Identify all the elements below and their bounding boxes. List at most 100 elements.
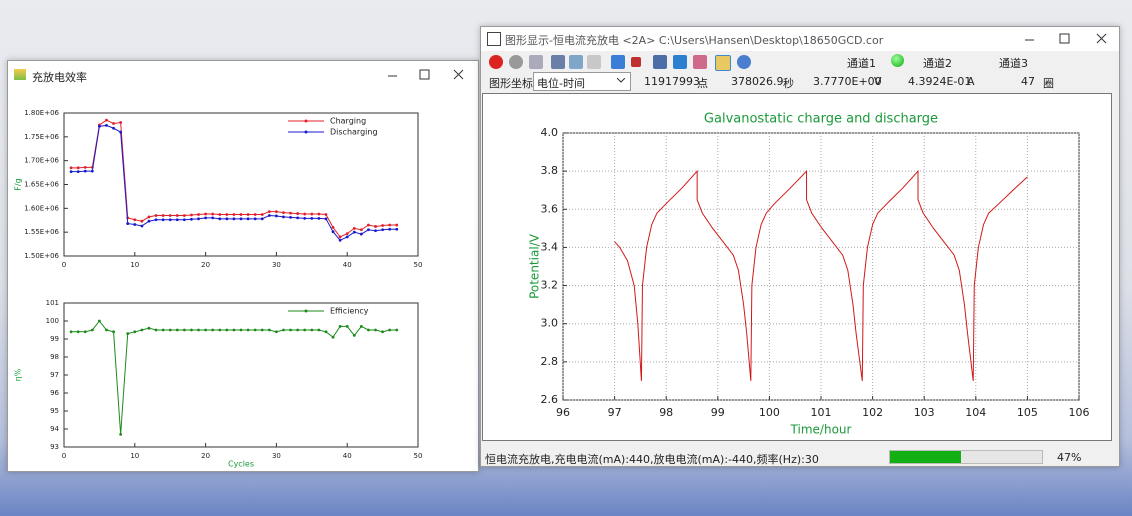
point-marker	[98, 319, 101, 323]
cycles-value: 47	[1021, 75, 1035, 88]
x-tick-label: 10	[130, 452, 139, 460]
tool-button[interactable]	[569, 55, 583, 69]
x-tick-label: 20	[201, 452, 210, 460]
point-marker	[225, 328, 229, 332]
point-marker	[161, 214, 165, 217]
point-marker	[112, 126, 115, 130]
points-unit: 点	[697, 77, 708, 90]
point-marker	[154, 214, 158, 217]
status-text: 恒电流充放电,充电电流(mA):440,放电电流(mA):-440,频率(Hz)…	[485, 453, 819, 466]
point-marker	[119, 130, 123, 134]
tool-button[interactable]	[673, 55, 687, 69]
point-marker	[83, 169, 87, 173]
point-marker	[161, 328, 165, 332]
point-marker	[175, 218, 179, 222]
plot-frame	[63, 302, 419, 448]
tool-button[interactable]	[551, 55, 565, 69]
point-marker	[253, 217, 257, 221]
point-marker	[197, 213, 200, 216]
data-line	[71, 320, 397, 435]
point-marker	[296, 216, 300, 220]
cursor-button[interactable]	[631, 57, 641, 67]
mode-dropdown[interactable]	[533, 72, 631, 91]
window-icon	[487, 32, 501, 46]
legend-label: Charging	[330, 117, 366, 126]
point-marker	[83, 165, 87, 169]
y-tick-label: 100	[46, 317, 59, 325]
point-marker	[168, 328, 172, 332]
progress-label: 47%	[1057, 451, 1082, 464]
help-button[interactable]	[737, 55, 751, 69]
point-marker	[140, 328, 144, 332]
point-marker	[296, 328, 300, 332]
voltage-unit: V	[874, 75, 882, 88]
x-tick-label: 103	[914, 406, 935, 419]
point-marker	[90, 169, 94, 173]
y-tick-label: 3.6	[541, 202, 559, 215]
point-marker	[267, 328, 271, 332]
point-marker	[275, 214, 278, 218]
y-tick-label: 2.8	[541, 355, 559, 368]
x-tick-label: 0	[62, 261, 66, 269]
progress-fill	[890, 451, 962, 463]
point-marker	[246, 328, 250, 332]
point-marker	[154, 328, 158, 332]
y-tick-label: 1.65E+06	[24, 181, 59, 189]
point-marker	[112, 330, 115, 334]
point-marker	[182, 328, 186, 332]
mode-value[interactable]: 电位-时间	[537, 77, 585, 90]
point-marker	[69, 166, 73, 170]
point-marker	[140, 224, 144, 228]
point-marker	[310, 328, 314, 332]
point-marker	[395, 223, 399, 227]
point-marker	[324, 330, 328, 334]
time-value: 378026.9	[731, 75, 784, 88]
window-controls[interactable]	[378, 67, 478, 83]
point-marker	[232, 213, 236, 216]
point-marker	[345, 232, 349, 235]
y-tick-label: 98	[50, 353, 59, 361]
stop-button[interactable]	[489, 55, 503, 69]
y-tick-label: 95	[50, 407, 59, 415]
point-marker	[282, 328, 285, 332]
point-marker	[239, 213, 243, 216]
tool-button[interactable]	[587, 55, 601, 69]
point-marker	[331, 226, 335, 229]
x-tick-label: 100	[759, 406, 780, 419]
point-marker	[359, 232, 363, 236]
point-marker	[225, 217, 229, 221]
tool-button[interactable]	[693, 55, 707, 69]
point-marker	[190, 328, 193, 332]
dropdown-arrow	[617, 78, 625, 83]
window-title: 图形显示-恒电流充放电 <2A> C:\Users\Hansen\Desktop…	[505, 34, 884, 47]
point-marker	[232, 217, 236, 221]
point-marker	[303, 212, 307, 216]
y-axis-label: Potential/V	[528, 233, 542, 299]
y-tick-label: 101	[46, 299, 59, 307]
point-marker	[303, 328, 307, 332]
y-tick-label: 3.0	[541, 317, 559, 330]
window-controls[interactable]	[1015, 31, 1115, 47]
grid-button[interactable]	[653, 55, 667, 69]
y-tick-label: 93	[50, 443, 59, 451]
tool-button[interactable]	[715, 55, 731, 71]
point-marker	[246, 217, 250, 221]
point-marker	[367, 228, 370, 232]
point-marker	[395, 328, 399, 332]
point-marker	[253, 328, 257, 332]
channel-label: 通道2	[923, 57, 952, 70]
y-axis-label: η%	[14, 368, 23, 381]
point-marker	[83, 330, 87, 334]
tool-button[interactable]	[529, 55, 543, 69]
point-marker	[303, 216, 307, 220]
current-value: 4.3924E-01	[908, 75, 972, 88]
pause-button[interactable]	[509, 55, 523, 69]
point-marker	[197, 217, 200, 221]
x-tick-label: 97	[608, 406, 622, 419]
zoom-button[interactable]	[611, 55, 625, 69]
point-marker	[126, 332, 130, 335]
point-marker	[161, 218, 165, 222]
efficiency-window: 充放电效率 0 10 20 30 40 50 1.50E+06 1.55E+06 1.60E+0…	[7, 60, 479, 472]
legend-marker	[304, 119, 308, 123]
point-marker	[76, 166, 80, 170]
